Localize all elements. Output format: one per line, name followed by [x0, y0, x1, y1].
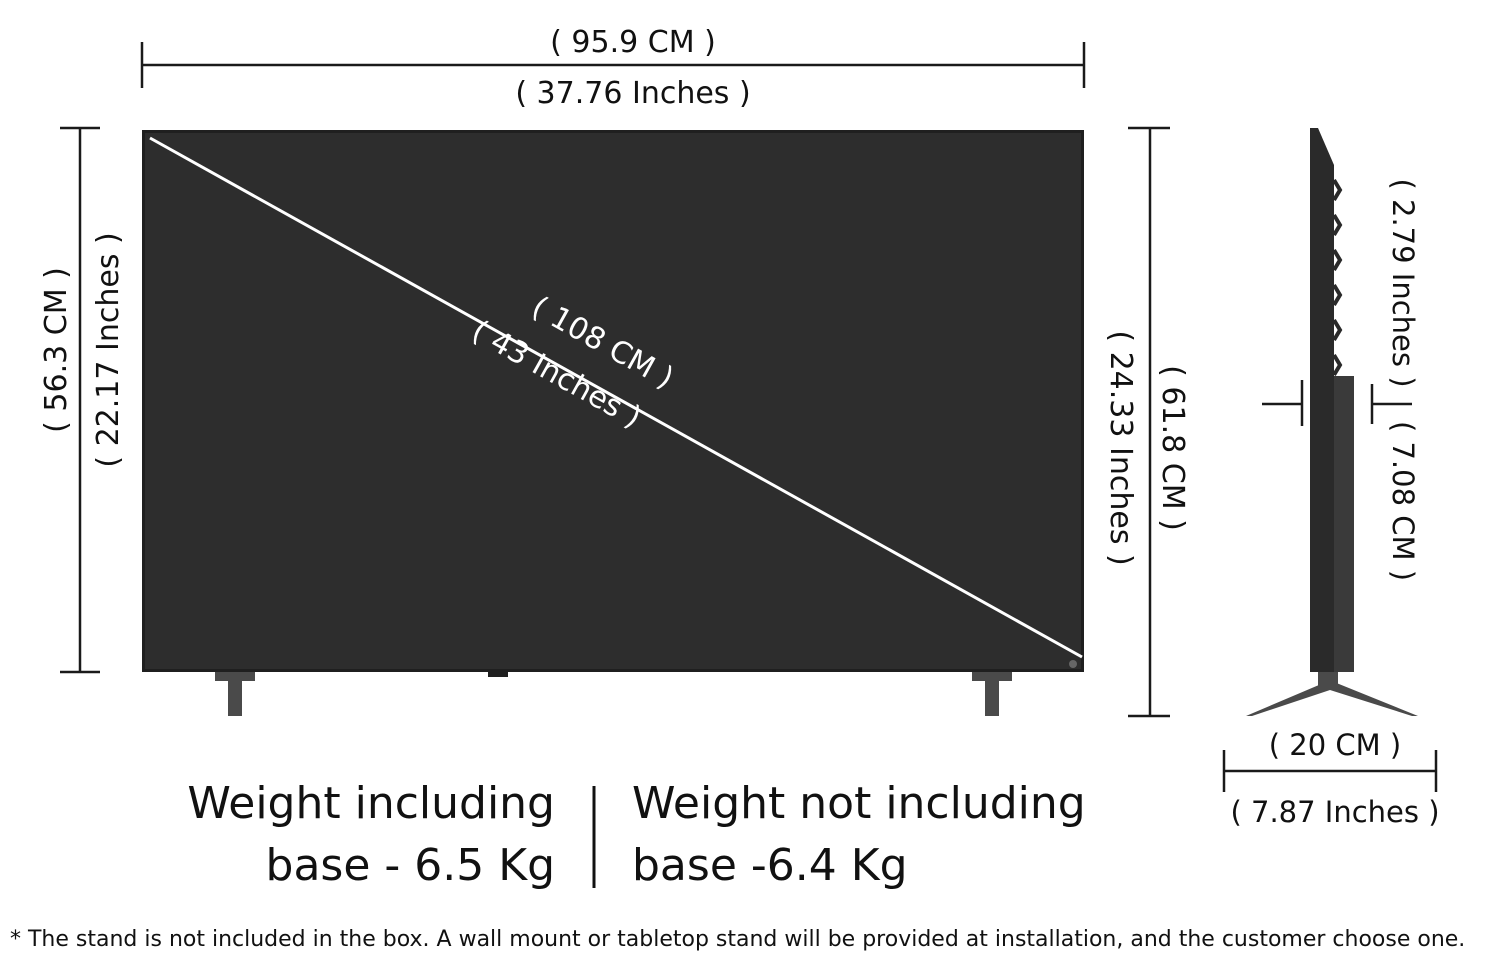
weight-with-base-line1: Weight including: [187, 778, 555, 829]
side-panel: [1310, 128, 1334, 672]
stand-leg-left: [228, 672, 242, 716]
width-dimension: ( 95.9 CM ) ( 37.76 Inches ): [140, 25, 1086, 111]
weight-info: Weight including base - 6.5 Kg Weight no…: [187, 778, 1085, 891]
depth-inches-label: ( 2.79 Inches ): [1386, 178, 1420, 387]
stand-foot-right: [972, 672, 1012, 681]
height-inches-label: ( 22.17 Inches ): [91, 232, 126, 467]
tv-front: [142, 130, 1084, 716]
stand-width-inches-label: ( 7.87 Inches ): [1230, 795, 1439, 829]
footnote: * The stand is not included in the box. …: [10, 927, 1465, 952]
weight-with-base-line2: base - 6.5 Kg: [266, 840, 555, 891]
stand-width-cm-label: ( 20 CM ): [1269, 728, 1401, 762]
side-ridges: [1332, 178, 1343, 377]
side-stand-base: [1246, 682, 1418, 716]
height-dimension: ( 56.3 CM ) ( 22.17 Inches ): [39, 126, 126, 674]
tv-side-view: ( 2.79 Inches ) ( 7.08 CM ): [1246, 128, 1420, 716]
stand-foot-left: [215, 672, 255, 681]
stand-leg-right: [985, 672, 999, 716]
stand-width-dimension: ( 20 CM ) ( 7.87 Inches ): [1222, 728, 1440, 829]
total-height-inches-label: ( 24.33 Inches ): [1103, 330, 1138, 565]
width-inches-label: ( 37.76 Inches ): [515, 76, 750, 111]
width-cm-label: ( 95.9 CM ): [550, 25, 716, 60]
total-height-cm-label: ( 61.8 CM ): [1155, 365, 1190, 531]
total-height-dimension: ( 24.33 Inches ) ( 61.8 CM ): [1103, 126, 1190, 718]
ir-sensor: [488, 672, 508, 677]
diagonal-line: [149, 136, 1083, 659]
weight-without-base-line1: Weight not including: [632, 778, 1086, 829]
height-cm-label: ( 56.3 CM ): [39, 267, 74, 433]
brand-logo: [1069, 660, 1077, 668]
weight-without-base-line2: base -6.4 Kg: [632, 840, 908, 891]
side-back-housing: [1334, 376, 1354, 672]
depth-cm-label: ( 7.08 CM ): [1386, 421, 1420, 581]
